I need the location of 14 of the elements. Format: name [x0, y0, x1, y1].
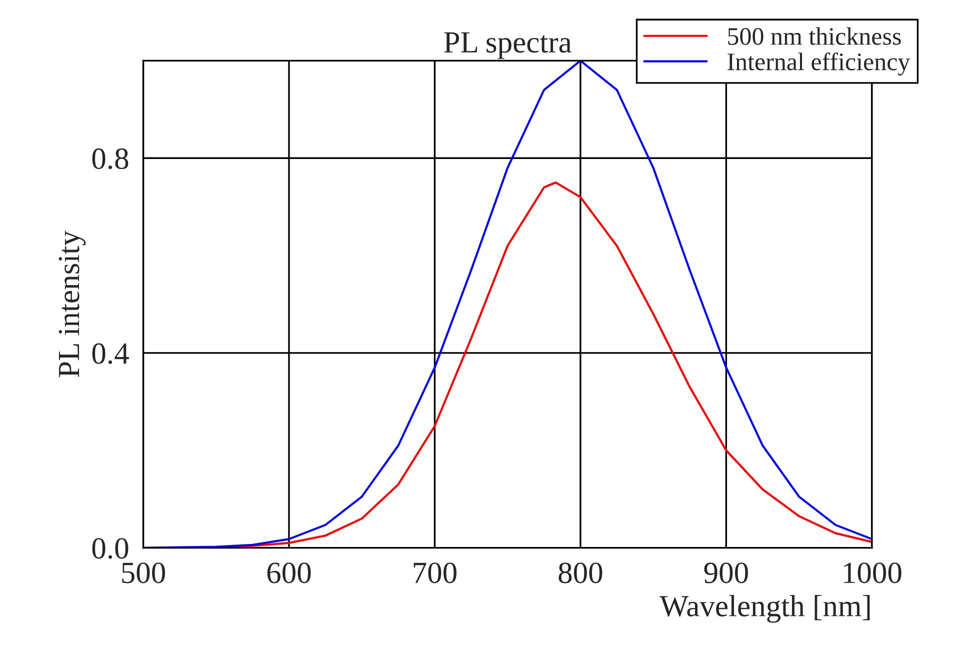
chart-title: PL spectra	[444, 32, 572, 59]
x-tick-label: 1000	[844, 562, 902, 584]
y-tick-label: 0.4	[92, 343, 129, 364]
x-tick-label: 600	[267, 562, 311, 584]
y-tick-label: 0.8	[92, 148, 128, 170]
legend-label: 500 nm thickness	[728, 27, 901, 45]
legend-label: Internal efficiency	[728, 52, 910, 76]
x-tick-label: 700	[414, 562, 456, 584]
x-tick-label: 900	[704, 562, 748, 584]
y-axis-title: PL intensity	[58, 230, 86, 378]
x-tick-label: 500	[122, 562, 165, 584]
y-tick-label: 0.0	[92, 538, 128, 559]
x-tick-label: 800	[558, 562, 602, 584]
x-axis-title: Wavelength [nm]	[660, 594, 870, 623]
